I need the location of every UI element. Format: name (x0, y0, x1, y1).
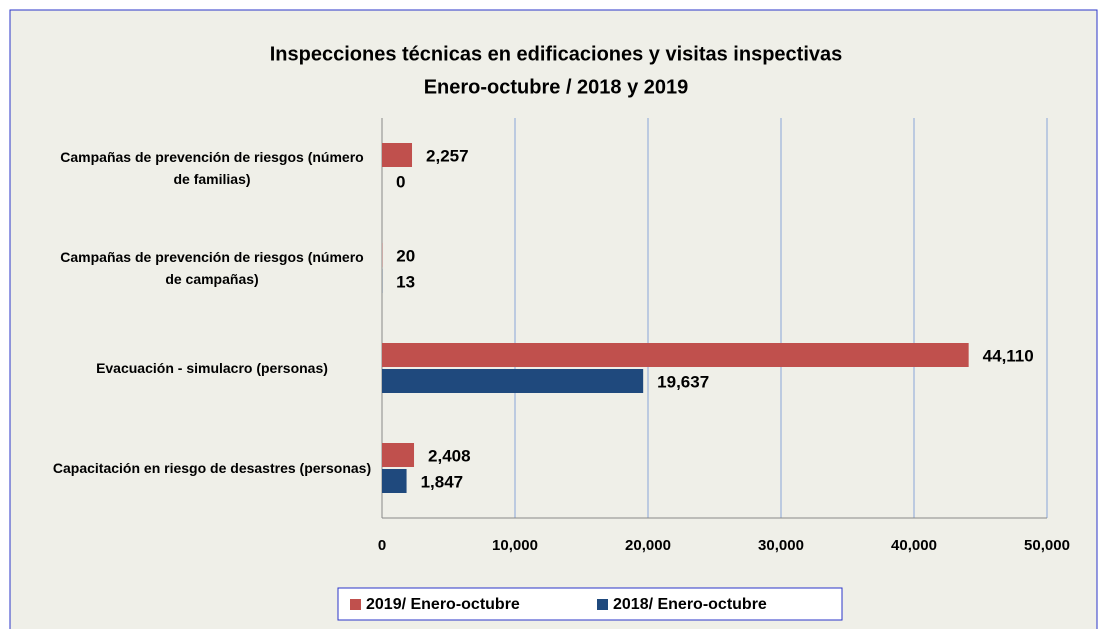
bar (382, 469, 407, 493)
legend-label: 2018/ Enero-octubre (613, 596, 767, 613)
x-tick-label: 30,000 (758, 537, 804, 554)
data-label: 20 (396, 246, 415, 265)
x-tick-label: 10,000 (492, 537, 538, 554)
chart-title: Inspecciones técnicas en edificaciones y… (270, 43, 843, 65)
legend-swatch (350, 599, 361, 610)
y-tick-label: Capacitación en riesgo de desastres (per… (52, 460, 372, 476)
bar (382, 369, 644, 393)
bar (382, 143, 413, 167)
data-label: 0 (396, 172, 405, 191)
y-tick-label: Campañas de prevención de riesgos (númer… (60, 249, 364, 287)
x-tick-label: 40,000 (891, 537, 937, 554)
data-label: 1,847 (421, 472, 464, 491)
data-label: 13 (396, 272, 415, 291)
legend-box (337, 587, 843, 621)
legend-label: 2019/ Enero-octubre (366, 596, 520, 613)
data-label: 19,637 (657, 372, 709, 391)
chart-subtitle: Enero-octubre / 2018 y 2019 (424, 76, 689, 98)
bar (382, 343, 969, 367)
legend-swatch (597, 599, 608, 610)
y-tick-label: Campañas de prevención de riesgos (númer… (60, 149, 364, 187)
y-tick-label: Evacuación - simulacro (personas) (96, 360, 328, 376)
data-label: 2,257 (426, 146, 469, 165)
x-tick-label: 0 (378, 537, 386, 554)
bar (382, 443, 415, 467)
x-tick-label: 50,000 (1024, 537, 1070, 554)
data-label: 2,408 (428, 446, 471, 465)
x-tick-label: 20,000 (625, 537, 671, 554)
data-label: 44,110 (983, 346, 1034, 365)
chart-frame (9, 9, 1098, 629)
